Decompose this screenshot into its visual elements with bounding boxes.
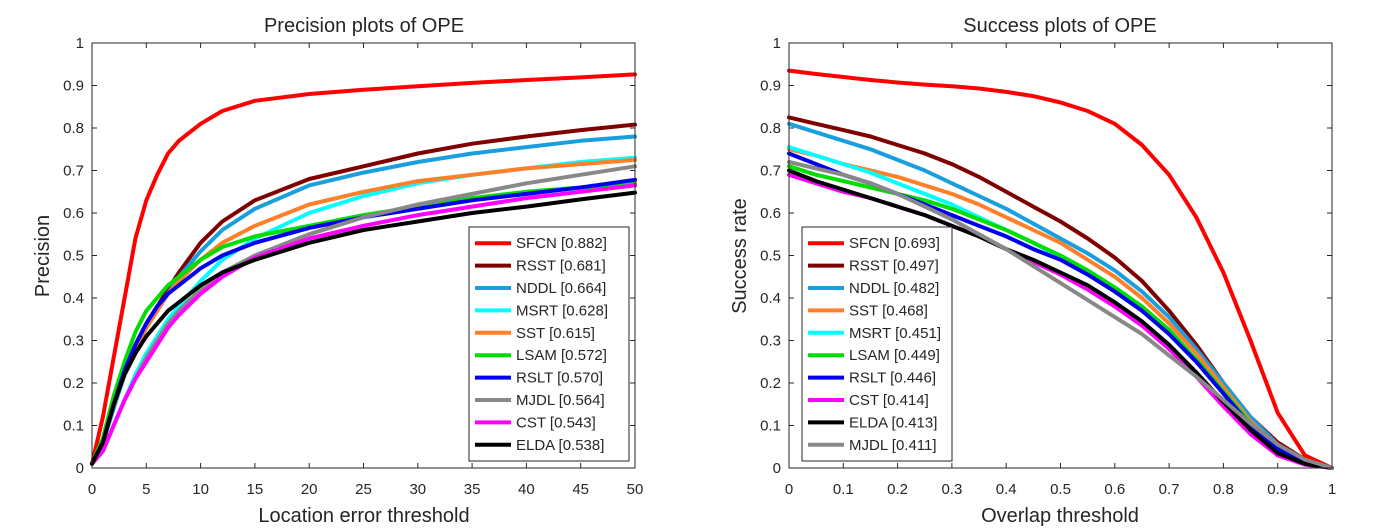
success-chart-x-tick-label: 0 — [785, 481, 793, 498]
precision-chart-y-tick-label: 0.2 — [63, 375, 84, 392]
precision-chart-x-tick-label: 20 — [301, 481, 318, 498]
precision-chart-x-tick-label: 25 — [355, 481, 372, 498]
success-chart-y-tick-label: 0.5 — [760, 248, 781, 265]
precision-chart-title: Precision plots of OPE — [264, 15, 464, 37]
precision-chart-series-layer — [90, 72, 637, 466]
precision-chart-y-tick-label: 0.4 — [63, 290, 84, 307]
success-chart-series-sfcn-line — [787, 68, 1334, 470]
precision-chart-x-tick-label: 0 — [88, 481, 96, 498]
success-chart-legend-label-rslt: RSLT [0.446] — [849, 370, 936, 387]
precision-chart-legend-label-mjdl: MJDL [0.564] — [516, 392, 605, 409]
precision-chart-legend-label-nddl: NDDL [0.664] — [516, 280, 606, 297]
success-chart-title: Success plots of OPE — [963, 15, 1156, 37]
success-chart-series-layer — [787, 68, 1334, 470]
precision-chart-series-sfcn-line — [90, 72, 637, 466]
precision-chart: Precision plots of OPE Location error th… — [32, 15, 643, 527]
precision-chart-y-tick-label: 0.7 — [63, 163, 84, 180]
precision-chart-x-tick-label: 35 — [464, 481, 481, 498]
precision-chart-series-cst-line — [90, 183, 637, 466]
success-chart-y-tick-label: 1 — [773, 35, 781, 52]
success-chart-legend-label-msrt: MSRT [0.451] — [849, 325, 941, 342]
success-chart-legend-label-nddl: NDDL [0.482] — [849, 280, 939, 297]
success-chart-legend: SFCN [0.693] RSST [0.497] NDDL [0.482] SST … — [801, 226, 953, 462]
success-chart-y-tick-label: 0.1 — [760, 418, 781, 435]
success-chart-x-tick-label: 0.4 — [996, 481, 1017, 498]
precision-chart-y-tick-label: 1 — [76, 35, 84, 52]
precision-chart-y-tick-label: 0.3 — [63, 333, 84, 350]
precision-chart-legend-label-msrt: MSRT [0.628] — [516, 302, 608, 319]
precision-chart-y-tick-label: 0.8 — [63, 120, 84, 137]
success-chart-y-tick-label: 0 — [773, 460, 781, 477]
precision-chart-x-tick-label: 40 — [518, 481, 535, 498]
success-chart-legend-label-sfcn: SFCN [0.693] — [849, 235, 940, 252]
success-chart-series-mjdl-line — [787, 160, 1334, 470]
precision-chart-series-lsam-line — [90, 181, 637, 466]
success-chart-legend-label-sst: SST [0.468] — [849, 302, 928, 319]
success-chart-x-axis-label: Overlap threshold — [981, 505, 1139, 527]
success-chart-x-tick-label: 0.7 — [1159, 481, 1180, 498]
success-chart-y-tick-label: 0.3 — [760, 333, 781, 350]
success-chart-y-axis-label: Success rate — [729, 198, 751, 314]
precision-chart-y-tick-label: 0 — [76, 460, 84, 477]
success-chart-x-tick-label: 1 — [1328, 481, 1336, 498]
precision-chart-legend-label-rsst: RSST [0.681] — [516, 258, 606, 275]
precision-chart-legend: SFCN [0.882] RSST [0.681] NDDL [0.664] MSRT… — [468, 226, 630, 462]
precision-chart-legend-label-elda: ELDA [0.538] — [516, 437, 604, 454]
precision-chart-legend-label-sst: SST [0.615] — [516, 325, 595, 342]
precision-chart-y-tick-label: 0.1 — [63, 418, 84, 435]
success-chart-legend-label-elda: ELDA [0.413] — [849, 414, 937, 431]
success-chart-x-tick-label: 0.9 — [1267, 481, 1288, 498]
precision-chart-y-tick-label: 0.5 — [63, 248, 84, 265]
precision-chart-legend-label-sfcn: SFCN [0.882] — [516, 235, 607, 252]
precision-chart-series-elda-line — [90, 190, 637, 466]
precision-chart-x-tick-label: 45 — [572, 481, 589, 498]
success-chart-legend-label-mjdl: MJDL [0.411] — [849, 437, 937, 454]
success-chart-y-tick-label: 0.9 — [760, 78, 781, 95]
success-chart-x-tick-label: 0.5 — [1050, 481, 1071, 498]
success-chart-y-tick-label: 0.4 — [760, 290, 781, 307]
success-chart-ticks: 0 0.1 0.2 0.3 0.4 0.5 0.6 0.7 0.8 0.9 1 0 0.1 0.2 0.3 0… — [760, 35, 1336, 498]
precision-chart-ticks: 0 5 10 15 20 25 30 35 40 45 50 0 0.1 0.2 0.3 0.4 0.5 0.6 0… — [63, 35, 643, 498]
precision-chart-x-tick-label: 15 — [247, 481, 264, 498]
success-chart-series-nddl-line — [787, 121, 1334, 470]
success-chart-series-elda-line — [787, 168, 1334, 470]
success-chart-x-tick-label: 0.1 — [833, 481, 854, 498]
success-chart-x-tick-label: 0.8 — [1213, 481, 1234, 498]
success-chart-y-tick-label: 0.2 — [760, 375, 781, 392]
success-chart-x-tick-label: 0.3 — [941, 481, 962, 498]
precision-chart-x-tick-label: 10 — [192, 481, 209, 498]
precision-chart-legend-label-rslt: RSLT [0.570] — [516, 370, 603, 387]
precision-chart-legend-label-lsam: LSAM [0.572] — [516, 347, 607, 364]
precision-chart-y-tick-label: 0.9 — [63, 78, 84, 95]
success-chart: Success plots of OPE Overlap threshold S… — [729, 15, 1336, 527]
precision-chart-legend-label-cst: CST [0.543] — [516, 414, 596, 431]
precision-chart-x-tick-label: 50 — [627, 481, 644, 498]
precision-chart-x-tick-label: 30 — [409, 481, 426, 498]
success-chart-legend-label-cst: CST [0.414] — [849, 392, 929, 409]
success-chart-x-tick-label: 0.6 — [1104, 481, 1125, 498]
precision-chart-y-tick-label: 0.6 — [63, 205, 84, 222]
success-chart-y-tick-label: 0.7 — [760, 163, 781, 180]
precision-chart-x-tick-label: 5 — [142, 481, 150, 498]
success-chart-legend-label-lsam: LSAM [0.449] — [849, 347, 940, 364]
success-chart-y-tick-label: 0.6 — [760, 205, 781, 222]
success-chart-y-tick-label: 0.8 — [760, 120, 781, 137]
success-chart-x-tick-label: 0.2 — [887, 481, 908, 498]
success-chart-legend-label-rsst: RSST [0.497] — [849, 258, 939, 275]
precision-chart-x-axis-label: Location error threshold — [258, 505, 469, 527]
precision-chart-y-axis-label: Precision — [32, 215, 54, 297]
